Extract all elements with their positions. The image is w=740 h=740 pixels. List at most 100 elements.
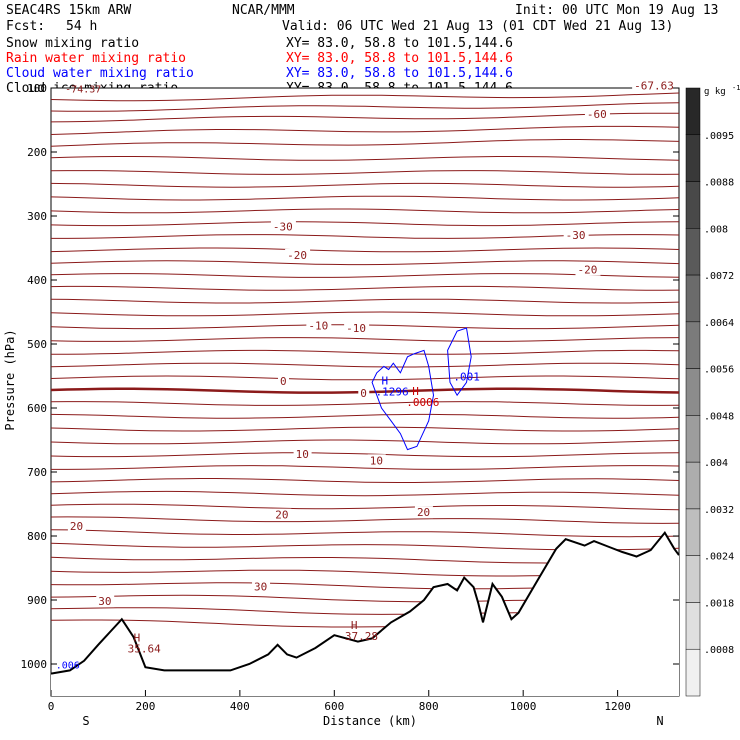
colorbar-label: .0032 — [704, 505, 734, 516]
x-tick-label: 400 — [230, 700, 250, 713]
max-marker: H — [412, 385, 419, 398]
temperature-contour — [50, 125, 680, 135]
y-tick-label: 1000 — [21, 658, 48, 671]
contour-label: 20 — [275, 509, 288, 522]
init-label: Init: 00 UTC Mon 19 Aug 13 — [515, 3, 719, 18]
contour-label-bg — [96, 595, 115, 608]
contour-label-bg — [584, 108, 610, 121]
contour-label-bg — [358, 387, 370, 400]
contour-label: 30 — [98, 595, 111, 608]
cloud-water-contour — [371, 349, 435, 451]
colorbar-label: .008 — [704, 224, 728, 235]
y-tick-label: 800 — [27, 530, 47, 543]
max-marker: H — [134, 632, 141, 645]
temperature-contour — [50, 112, 680, 123]
cloud-water-contour — [447, 327, 472, 397]
colorbar-swatch — [685, 274, 701, 323]
temperature-contour — [50, 337, 680, 342]
colorbar-label: .0056 — [704, 365, 734, 376]
edge-label: .006 — [56, 660, 80, 671]
contour-label-bg — [252, 580, 271, 593]
colorbar-swatch — [685, 87, 701, 136]
x-tick-label: 800 — [419, 700, 439, 713]
colorbar-label: .0018 — [704, 598, 734, 609]
temperature-contour — [50, 182, 680, 188]
y-tick-label: 300 — [27, 210, 47, 223]
colorbar-label: .004 — [704, 458, 728, 469]
temperature-contour — [50, 102, 680, 112]
colorbar-label: .0008 — [704, 645, 734, 656]
temperature-contour — [50, 401, 680, 406]
contour-label-bg — [270, 220, 296, 233]
max-value: 35.64 — [128, 643, 161, 656]
contour-label-bg — [367, 454, 386, 467]
colorbar-label: .0048 — [704, 411, 734, 422]
max-value: .001 — [453, 371, 480, 384]
temperature-contour — [50, 285, 680, 291]
y-tick-label: 600 — [27, 402, 47, 415]
contour-label-bg — [285, 248, 311, 261]
colorbar-unit-exp: -1 — [732, 84, 740, 92]
y-tick-label: 500 — [27, 338, 47, 351]
temperature-contour — [50, 362, 680, 368]
temperature-contour — [50, 247, 680, 253]
x-tick-label: 600 — [324, 700, 344, 713]
temperature-contour — [50, 260, 680, 266]
temperature-contour — [50, 452, 680, 458]
temperature-contour — [50, 490, 680, 497]
y-tick-label: 900 — [27, 594, 47, 607]
temperature-contour — [50, 139, 680, 147]
colorbar: .0095 .0088 .008 .0072 .0064 .0056 .0048 .004 .0… — [685, 84, 740, 697]
temperature-contour — [50, 375, 680, 381]
temperature-contour — [50, 195, 680, 201]
temperature-contour — [50, 156, 680, 161]
contour-label: -60 — [587, 108, 607, 121]
contour-label: -30 — [566, 229, 586, 242]
colorbar-label: .0095 — [704, 131, 734, 142]
colorbar-swatch — [685, 368, 701, 416]
x-tick-label: 0 — [48, 700, 55, 713]
field-name: Snow mixing ratio — [6, 36, 139, 51]
contour-label-bg — [293, 447, 312, 460]
colorbar-swatch — [685, 321, 701, 369]
x-tick-label: 1200 — [604, 700, 631, 713]
contour-label-bg — [563, 229, 589, 242]
colorbar-swatch — [685, 461, 701, 510]
temperature-contour — [50, 529, 680, 538]
contour-label-bg — [414, 506, 433, 519]
contour-label-bg — [632, 79, 679, 92]
colorbar-label: .0072 — [704, 271, 734, 282]
contour-label: -20 — [577, 264, 597, 277]
contour-label-bg — [278, 374, 290, 387]
field-xy: XY= 83.0, 58.8 to 101.5,144.6 — [286, 51, 513, 66]
fcst-label: Fcst: — [6, 19, 45, 34]
org-label: NCAR/MMM — [232, 3, 295, 18]
contour-label: 0 — [280, 375, 287, 388]
y-tick-label: 700 — [27, 466, 47, 479]
temperature-contour — [50, 516, 680, 524]
temperature-contour — [50, 208, 680, 214]
temperature-contour — [50, 439, 680, 445]
max-marker: H — [351, 619, 358, 632]
colorbar-swatch — [685, 555, 701, 603]
colorbar-swatch — [685, 228, 701, 276]
fcst-value: 54 h — [66, 19, 97, 34]
y-tick-label: 100 — [27, 82, 47, 95]
contour-label: 10 — [370, 454, 383, 467]
contour-label: -67.63 — [634, 79, 674, 92]
contour-label: 30 — [254, 580, 267, 593]
colorbar-swatch — [685, 181, 701, 229]
colorbar-label: .0088 — [704, 178, 734, 189]
contour-label-bg — [273, 508, 292, 521]
contour-label: 20 — [417, 506, 430, 519]
max-value: 37.28 — [345, 630, 378, 643]
contour-label-bg — [67, 520, 86, 533]
y-tick-label: 400 — [27, 274, 47, 287]
north-label: N — [656, 714, 663, 728]
colorbar-swatch — [685, 508, 701, 556]
temperature-contour — [50, 273, 680, 278]
colorbar-swatch — [685, 415, 701, 463]
x-tick-label: 200 — [135, 700, 155, 713]
